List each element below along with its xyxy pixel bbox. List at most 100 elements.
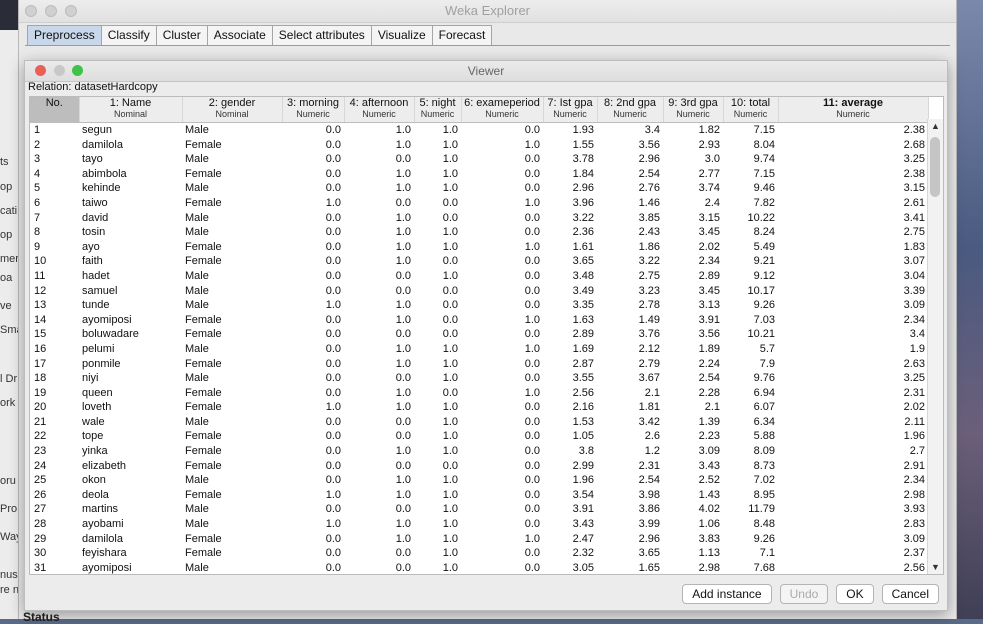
table-cell[interactable]: 5.7 [759,342,775,355]
viewer-close-icon[interactable] [35,65,46,76]
column-header[interactable]: 2: gender Nominal [182,97,283,123]
table-cell[interactable]: segun [82,124,112,136]
table-cell[interactable]: Male [185,153,209,166]
table-cell[interactable]: 30 [34,547,47,560]
table-cell[interactable]: 0.0 [524,488,540,501]
table-cell[interactable]: 3.91 [572,503,594,516]
table-cell[interactable]: 27 [34,503,47,516]
table-cell[interactable]: 0.0 [395,372,411,385]
table-row[interactable]: 27 martins Male 0.0 0.0 1.0 0.0 3.91 3.86 4.02 11.… [30,502,928,517]
table-cell[interactable]: 1.0 [442,226,458,239]
table-cell[interactable]: queen [82,386,113,399]
close-icon[interactable] [25,5,37,17]
table-cell[interactable]: 0.0 [395,503,411,516]
scroll-down-icon[interactable]: ▼ [931,562,940,572]
table-cell[interactable]: 3.22 [572,211,594,224]
table-cell[interactable]: 2.98 [903,488,925,501]
table-cell[interactable]: ayomiposi [82,313,132,326]
table-cell[interactable]: 1 [34,124,41,136]
table-cell[interactable]: Female [185,401,222,414]
table-cell[interactable]: 3.25 [903,372,925,385]
table-cell[interactable]: 0.0 [395,430,411,443]
table-cell[interactable]: damilola [82,138,123,151]
table-cell[interactable]: 2.96 [638,153,660,166]
table-cell[interactable]: Female [185,488,222,501]
table-cell[interactable]: 3.41 [903,211,925,224]
table-cell[interactable]: hadet [82,269,110,282]
table-cell[interactable]: 0.0 [524,226,540,239]
table-cell[interactable]: 1.0 [524,342,540,355]
table-row[interactable]: 14 ayomiposi Female 0.0 1.0 0.0 1.0 1.63 1.49 3.9… [30,313,928,328]
table-cell[interactable]: Female [185,328,222,341]
table-cell[interactable]: 1.0 [395,240,411,253]
table-row[interactable]: 3 tayo Male 0.0 0.0 1.0 0.0 3.78 2.96 3.0 9.74 3.25 [30,152,928,167]
table-row[interactable]: 13 tunde Male 1.0 1.0 0.0 0.0 3.35 2.78 3.13 9.26 3… [30,298,928,313]
table-cell[interactable]: 2.38 [903,167,925,180]
table-cell[interactable]: 0.0 [325,284,341,297]
table-cell[interactable]: 1.13 [698,547,720,560]
table-cell[interactable]: 2.54 [638,474,660,487]
table-cell[interactable]: 2.93 [698,138,720,151]
table-cell[interactable]: 7.68 [753,561,775,574]
table-cell[interactable]: 2.6 [644,430,660,443]
table-cell[interactable]: 0.0 [325,182,341,195]
table-cell[interactable]: 0.0 [325,561,341,574]
table-cell[interactable]: 0.0 [395,328,411,341]
table-cell[interactable]: 3.56 [638,138,660,151]
table-cell[interactable]: 2.96 [572,182,594,195]
table-cell[interactable]: 3.09 [903,299,925,312]
column-header[interactable]: 9: 3rd gpa Numeric [663,97,724,123]
table-cell[interactable]: 3.8 [578,445,594,458]
table-cell[interactable]: 3.98 [638,488,660,501]
table-cell[interactable]: 3.07 [903,255,925,268]
table-cell[interactable]: 29 [34,532,47,545]
table-cell[interactable]: 1.0 [395,167,411,180]
table-cell[interactable]: Female [185,240,222,253]
table-row[interactable]: 12 samuel Male 0.0 0.0 0.0 0.0 3.49 3.23 3.45 10.1… [30,284,928,299]
table-cell[interactable]: 3.13 [698,299,720,312]
table-cell[interactable]: 0.0 [524,459,540,472]
table-cell[interactable]: 0.0 [325,153,341,166]
table-cell[interactable]: 8.09 [753,445,775,458]
table-cell[interactable]: 9.26 [753,299,775,312]
table-cell[interactable]: 1.0 [442,488,458,501]
table-cell[interactable]: 0.0 [524,124,540,136]
table-cell[interactable]: Male [185,372,209,385]
table-cell[interactable]: 11 [34,269,46,282]
table-cell[interactable]: 2.56 [572,386,594,399]
table-cell[interactable]: 1.0 [442,503,458,516]
table-cell[interactable]: 1.0 [395,488,411,501]
table-cell[interactable]: 28 [34,518,47,531]
table-row[interactable]: 22 tope Female 0.0 0.0 1.0 0.0 1.05 2.6 2.23 5.88 1… [30,429,928,444]
table-cell[interactable]: 0.0 [524,503,540,516]
table-cell[interactable]: 16 [34,342,47,355]
table-cell[interactable]: 5.88 [753,430,775,443]
table-cell[interactable]: Male [185,124,209,136]
table-cell[interactable]: pelumi [82,342,115,355]
table-cell[interactable]: 7.82 [753,196,775,209]
table-cell[interactable]: faith [82,255,103,268]
table-cell[interactable]: 2.99 [572,459,594,472]
table-cell[interactable]: 1.0 [442,357,458,370]
table-row[interactable]: 16 pelumi Male 0.0 1.0 1.0 1.0 1.69 2.12 1.89 5.7 1… [30,342,928,357]
table-row[interactable]: 17 ponmile Female 0.0 1.0 1.0 0.0 2.87 2.79 2.24 7… [30,357,928,372]
table-cell[interactable]: 2.1 [644,386,660,399]
table-row[interactable]: 19 queen Female 0.0 1.0 0.0 1.0 2.56 2.1 2.28 6.94… [30,386,928,401]
table-cell[interactable]: 23 [34,445,47,458]
table-cell[interactable]: 4 [34,167,41,180]
table-cell[interactable]: 17 [34,357,47,370]
table-cell[interactable]: ponmile [82,357,121,370]
table-cell[interactable]: 19 [34,386,47,399]
table-row[interactable]: 10 faith Female 0.0 1.0 0.0 0.0 3.65 3.22 2.34 9.2… [30,254,928,269]
table-cell[interactable]: 1.0 [442,342,458,355]
table-cell[interactable]: 1.49 [638,313,660,326]
table-cell[interactable]: Male [185,503,209,516]
table-cell[interactable]: wale [82,415,105,428]
table-cell[interactable]: 5 [34,182,41,195]
table-row[interactable]: 1 segun Male 0.0 1.0 1.0 0.0 1.93 3.4 1.82 7.15 2.3… [30,123,928,138]
table-cell[interactable]: 0.0 [524,430,540,443]
table-cell[interactable]: 2.52 [698,474,720,487]
table-cell[interactable]: ayo [82,240,100,253]
table-cell[interactable]: 25 [34,474,47,487]
table-cell[interactable]: kehinde [82,182,121,195]
